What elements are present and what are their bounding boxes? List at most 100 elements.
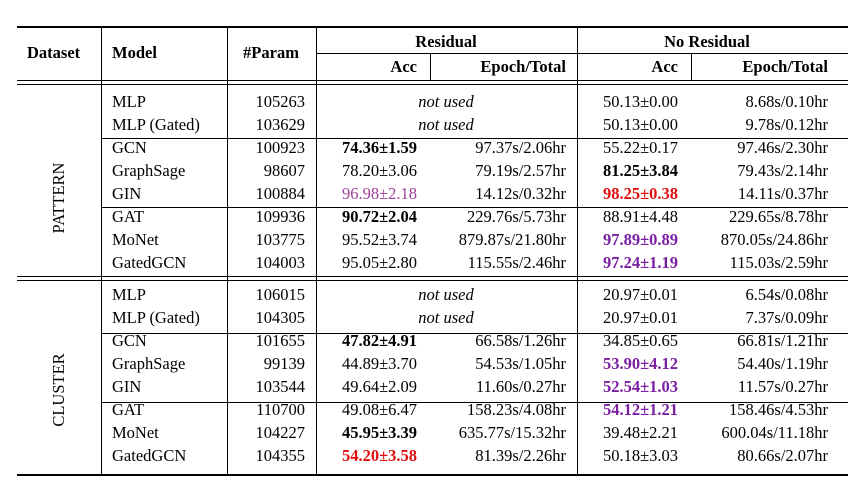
vrule-param: [316, 27, 317, 475]
cell-res-epoch: 14.12s/0.32hr: [475, 184, 566, 203]
cell-param: 98607: [263, 161, 305, 180]
cell-not-used: not used: [418, 308, 474, 327]
cell-nores-acc: 97.24±1.19: [602, 253, 678, 272]
cell-param: 103629: [255, 115, 306, 134]
cell-nores-epoch: 9.78s/0.12hr: [745, 115, 829, 134]
cell-res-acc: 74.36±1.59: [341, 138, 417, 157]
cell-res-epoch: 158.23s/4.08hr: [467, 400, 566, 419]
group-label-cluster: CLUSTER: [49, 353, 68, 427]
cell-model: MLP: [112, 92, 146, 111]
cell-param: 103775: [255, 230, 306, 249]
cell-res-epoch: 66.58s/1.26hr: [475, 331, 566, 350]
cell-res-acc: 49.64±2.09: [341, 377, 417, 396]
cell-nores-acc: 39.48±2.21: [602, 423, 678, 442]
cell-param: 104003: [255, 253, 306, 272]
cluster-mid-rule-2: [102, 402, 848, 403]
header-rule-2: [17, 84, 848, 85]
cell-res-acc: 78.20±3.06: [341, 161, 417, 180]
cell-model: GatedGCN: [112, 253, 187, 272]
cell-param: 103544: [255, 377, 306, 396]
cell-nores-epoch: 158.46s/4.53hr: [729, 400, 828, 419]
cell-nores-acc: 53.90±4.12: [602, 354, 678, 373]
cell-param: 100884: [255, 184, 306, 203]
cell-param: 104355: [255, 446, 306, 465]
cell-model: MoNet: [112, 230, 159, 249]
top-rule: [17, 26, 848, 28]
cell-nores-acc: 81.25±3.84: [602, 161, 678, 180]
cell-res-acc: 95.52±3.74: [341, 230, 417, 249]
cell-nores-epoch: 97.46s/2.30hr: [737, 138, 828, 157]
cell-nores-acc: 20.97±0.01: [602, 285, 678, 304]
cell-model: MLP (Gated): [112, 115, 200, 134]
pattern-mid-rule-1: [102, 138, 848, 139]
cell-not-used: not used: [418, 92, 474, 111]
cell-nores-acc: 20.97±0.01: [602, 308, 678, 327]
cell-nores-acc: 88.91±4.48: [602, 207, 678, 226]
cell-param: 106015: [255, 285, 306, 304]
subheader-rule: [316, 53, 848, 54]
cell-res-epoch: 79.19s/2.57hr: [475, 161, 566, 180]
cell-param: 105263: [255, 92, 306, 111]
cell-res-epoch: 81.39s/2.26hr: [475, 446, 566, 465]
cell-res-acc: 47.82±4.91: [341, 331, 417, 350]
vrule-dataset: [101, 27, 102, 475]
cell-not-used: not used: [418, 285, 474, 304]
cell-param: 101655: [255, 331, 306, 350]
cell-nores-epoch: 229.65s/8.78hr: [729, 207, 828, 226]
cell-nores-epoch: 7.37s/0.09hr: [745, 308, 829, 327]
cell-model: GAT: [112, 207, 145, 226]
header-rule-1: [17, 80, 848, 81]
cell-model: MLP: [112, 285, 146, 304]
cell-param: 99139: [263, 354, 305, 373]
cell-model: MLP (Gated): [112, 308, 200, 327]
cell-nores-acc: 52.54±1.03: [602, 377, 678, 396]
header-param: #Param: [243, 43, 299, 62]
cell-nores-epoch: 54.40s/1.19hr: [737, 354, 828, 373]
cell-res-acc: 54.20±3.58: [341, 446, 417, 465]
header-res-acc: Acc: [390, 57, 417, 76]
vrule-nores-inner: [691, 54, 692, 81]
vrule-model: [227, 27, 228, 475]
cell-res-epoch: 879.87s/21.80hr: [458, 230, 566, 249]
cell-model: GraphSage: [112, 161, 186, 180]
cell-model: GIN: [112, 377, 142, 396]
cell-res-acc: 45.95±3.39: [341, 423, 417, 442]
cell-nores-epoch: 80.66s/2.07hr: [737, 446, 828, 465]
cell-res-epoch: 635.77s/15.32hr: [458, 423, 566, 442]
cell-nores-acc: 97.89±0.89: [602, 230, 678, 249]
header-nores-epoch: Epoch/Total: [742, 57, 828, 76]
cell-model: GAT: [112, 400, 145, 419]
cell-param: 104305: [255, 308, 306, 327]
group-label-pattern: PATTERN: [49, 162, 68, 234]
cell-model: GCN: [112, 138, 147, 157]
header-no-residual: No Residual: [664, 32, 750, 51]
cell-model: GIN: [112, 184, 142, 203]
cell-nores-acc: 98.25±0.38: [602, 184, 678, 203]
cell-param: 109936: [255, 207, 306, 226]
cell-nores-epoch: 79.43s/2.14hr: [737, 161, 828, 180]
bottom-rule: [17, 474, 848, 476]
cell-not-used: not used: [418, 115, 474, 134]
cell-nores-acc: 50.13±0.00: [602, 115, 678, 134]
cluster-mid-rule-1: [102, 333, 848, 334]
cell-model: GCN: [112, 331, 147, 350]
cell-nores-acc: 34.85±0.65: [602, 331, 678, 350]
vrule-res-inner: [430, 54, 431, 81]
cell-nores-acc: 54.12±1.21: [602, 400, 678, 419]
cell-nores-acc: 50.18±3.03: [602, 446, 678, 465]
header-residual: Residual: [415, 32, 477, 51]
cell-res-acc: 49.08±6.47: [341, 400, 417, 419]
cell-res-epoch: 115.55s/2.46hr: [467, 253, 566, 272]
cell-nores-epoch: 14.11s/0.37hr: [737, 184, 828, 203]
cell-res-acc: 44.89±3.70: [341, 354, 417, 373]
cell-nores-acc: 55.22±0.17: [602, 138, 678, 157]
cell-res-epoch: 97.37s/2.06hr: [475, 138, 566, 157]
cell-nores-acc: 50.13±0.00: [602, 92, 678, 111]
header-nores-acc: Acc: [651, 57, 678, 76]
cell-param: 110700: [256, 400, 305, 419]
header-dataset: Dataset: [27, 43, 81, 62]
cell-res-epoch: 229.76s/5.73hr: [467, 207, 566, 226]
cell-res-acc: 95.05±2.80: [341, 253, 417, 272]
cell-model: GatedGCN: [112, 446, 187, 465]
